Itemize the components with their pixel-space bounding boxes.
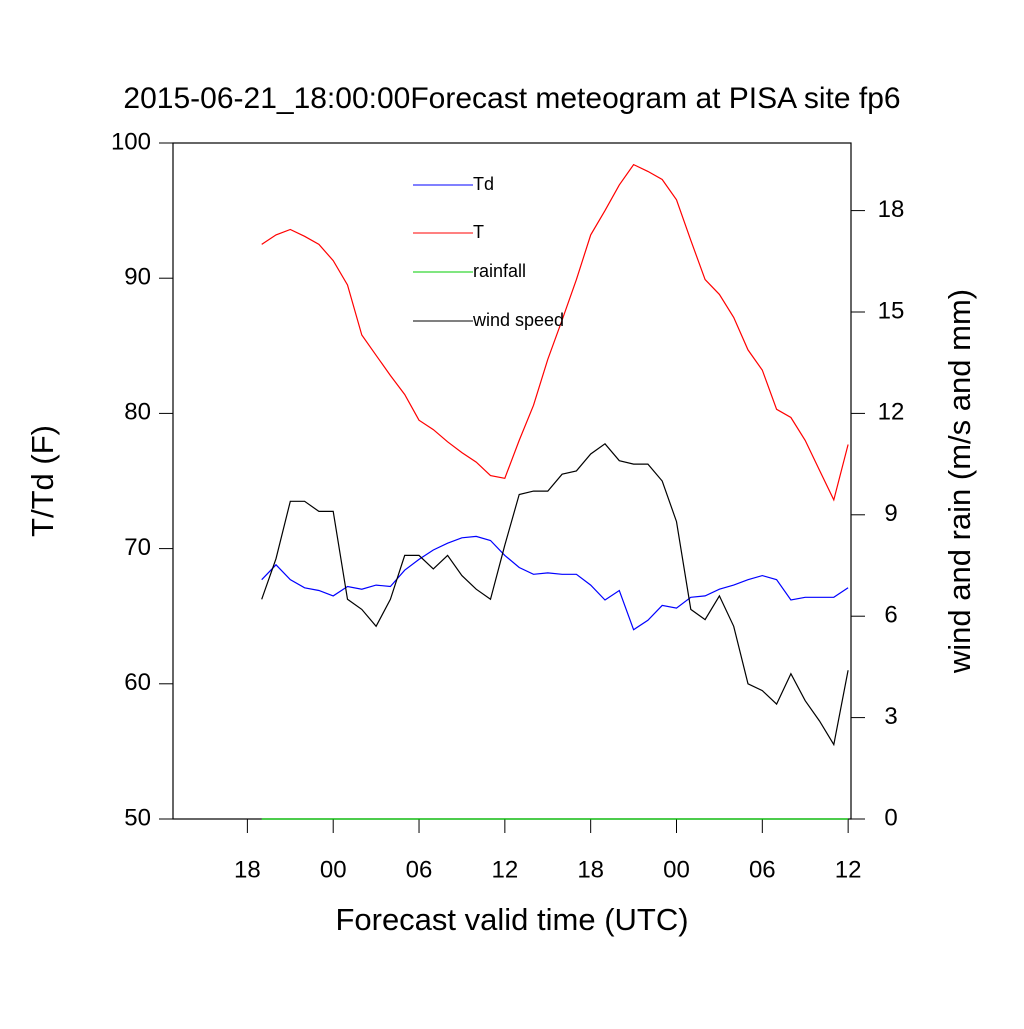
y-axis-label: T/Td (F) <box>25 425 60 537</box>
x-tick-label: 06 <box>406 856 433 883</box>
y2-axis-label: wind and rain (m/s and mm) <box>942 289 977 674</box>
legend-label: Td <box>473 174 494 194</box>
y-tick-label: 80 <box>124 399 151 426</box>
x-tick-label: 00 <box>663 856 690 883</box>
y-tick-label: 100 <box>111 128 151 155</box>
y-tick-label: 70 <box>124 534 151 561</box>
x-tick-label: 18 <box>577 856 604 883</box>
x-axis-label: Forecast valid time (UTC) <box>335 902 688 937</box>
series-line <box>261 535 849 631</box>
x-tick-label: 12 <box>835 856 862 883</box>
chart-title: 2015-06-21_18:00:00Forecast meteogram at… <box>123 82 900 115</box>
legend-label: wind speed <box>472 310 564 330</box>
y2-tick-label: 15 <box>878 297 905 324</box>
y2-tick-label: 12 <box>878 399 905 426</box>
x-tick-label: 06 <box>749 856 776 883</box>
plot-frame <box>172 142 852 820</box>
x-tick-label: 12 <box>491 856 518 883</box>
series-line <box>261 163 849 502</box>
legend-label: rainfall <box>473 261 526 281</box>
x-tick-label: 18 <box>234 856 261 883</box>
y-tick-label: 50 <box>124 804 151 831</box>
y2-tick-label: 3 <box>884 703 897 730</box>
y2-tick-label: 18 <box>878 196 905 223</box>
legend-label: T <box>473 222 484 242</box>
y-tick-label: 60 <box>124 669 151 696</box>
y-tick-label: 90 <box>124 264 151 291</box>
y2-tick-label: 0 <box>884 804 897 831</box>
series-line <box>261 442 849 747</box>
y2-tick-label: 6 <box>884 602 897 629</box>
y2-tick-label: 9 <box>884 500 897 527</box>
x-tick-label: 00 <box>320 856 347 883</box>
